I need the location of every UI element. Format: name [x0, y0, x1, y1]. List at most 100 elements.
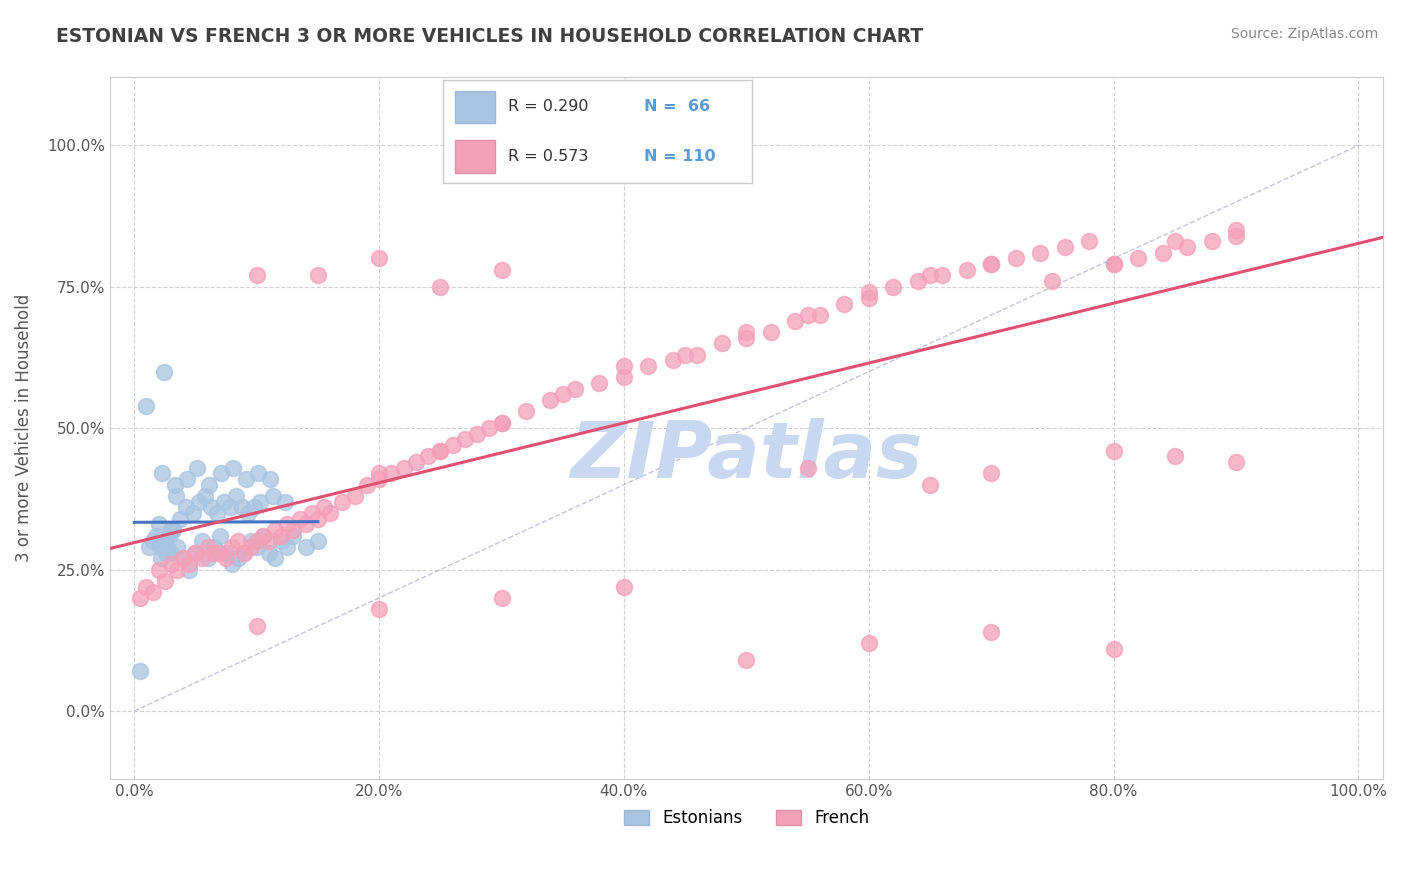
Bar — [456, 91, 495, 123]
Point — [138, 540, 160, 554]
Point — [405, 455, 427, 469]
Point — [197, 551, 219, 566]
Point — [202, 546, 225, 560]
Point — [215, 546, 238, 560]
Point — [1102, 257, 1125, 271]
Point — [356, 477, 378, 491]
Point — [637, 359, 659, 373]
Point — [243, 500, 266, 515]
Point — [1029, 245, 1052, 260]
Point — [148, 563, 170, 577]
Point — [882, 279, 904, 293]
Point — [392, 460, 415, 475]
Point — [207, 506, 229, 520]
Point — [179, 563, 201, 577]
Point — [197, 540, 219, 554]
Point — [129, 665, 152, 679]
Point — [858, 291, 880, 305]
Point — [832, 296, 855, 310]
Point — [163, 477, 186, 491]
Point — [172, 551, 194, 566]
Point — [181, 506, 204, 520]
Point — [1102, 443, 1125, 458]
Point — [380, 467, 402, 481]
Point — [1225, 228, 1247, 243]
Point — [246, 268, 269, 283]
Point — [980, 257, 1002, 271]
Point — [491, 416, 513, 430]
Point — [209, 467, 232, 481]
Point — [156, 540, 179, 554]
Point — [368, 472, 391, 486]
Point — [160, 523, 183, 537]
Point — [796, 460, 818, 475]
Point — [735, 653, 758, 667]
Point — [149, 540, 172, 554]
Point — [686, 348, 709, 362]
Point — [613, 580, 636, 594]
Point — [956, 262, 979, 277]
Point — [188, 494, 211, 508]
Point — [796, 308, 818, 322]
Point — [1126, 252, 1149, 266]
Point — [166, 563, 188, 577]
Point — [785, 314, 807, 328]
Point — [162, 523, 184, 537]
Point — [980, 624, 1002, 639]
Point — [274, 494, 297, 508]
Point — [225, 489, 247, 503]
Point — [208, 546, 231, 560]
Point — [218, 500, 240, 515]
Point — [540, 392, 562, 407]
Point — [276, 540, 298, 554]
Point — [257, 534, 280, 549]
Point — [160, 523, 183, 537]
Point — [673, 348, 696, 362]
Point — [1164, 235, 1187, 249]
Point — [808, 308, 831, 322]
Point — [233, 546, 256, 560]
Point — [613, 370, 636, 384]
Text: R = 0.290: R = 0.290 — [508, 99, 588, 114]
Point — [150, 467, 173, 481]
Point — [276, 517, 298, 532]
Point — [212, 494, 235, 508]
Point — [239, 540, 262, 554]
Point — [153, 534, 176, 549]
Point — [264, 523, 287, 537]
Point — [288, 511, 311, 525]
Point — [190, 534, 212, 549]
Point — [194, 489, 217, 503]
Point — [429, 443, 451, 458]
Point — [858, 285, 880, 300]
Point — [262, 489, 284, 503]
Point — [184, 546, 207, 560]
Point — [416, 450, 439, 464]
Point — [1225, 223, 1247, 237]
Point — [735, 331, 758, 345]
Point — [142, 534, 165, 549]
Point — [613, 359, 636, 373]
Point — [166, 540, 188, 554]
Text: N = 110: N = 110 — [644, 149, 716, 164]
Point — [142, 585, 165, 599]
Point — [222, 460, 245, 475]
Point — [129, 591, 152, 605]
Point — [307, 268, 329, 283]
Point — [710, 336, 733, 351]
Point — [1152, 245, 1174, 260]
Point — [588, 376, 610, 390]
Point — [759, 325, 782, 339]
Point — [551, 387, 574, 401]
Point — [226, 551, 249, 566]
Point — [246, 540, 269, 554]
Point — [1164, 450, 1187, 464]
Bar — [456, 140, 495, 173]
Point — [160, 557, 183, 571]
Point — [252, 529, 274, 543]
Point — [283, 529, 305, 543]
Point — [264, 551, 287, 566]
Point — [179, 557, 201, 571]
Point — [343, 489, 366, 503]
Point — [186, 460, 208, 475]
